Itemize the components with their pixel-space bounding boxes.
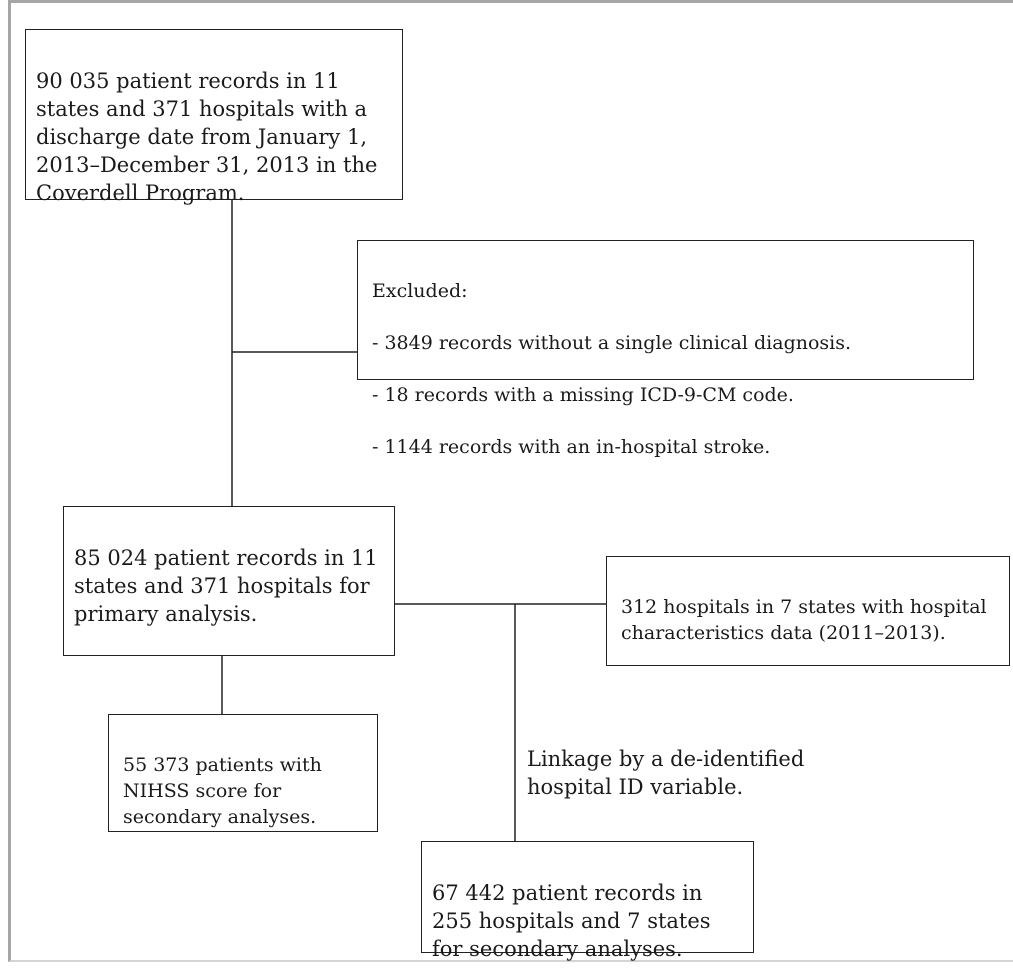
excluded-item: - 3849 records without a single clinical… (372, 332, 852, 354)
excluded-box: Excluded: - 3849 records without a singl… (357, 240, 974, 458)
excluded-title: Excluded: (372, 280, 468, 302)
initial-records-box: 90 035 patient records in 11 states and … (25, 29, 403, 205)
linkage-label: Linkage by a de-identified hospital ID v… (527, 747, 805, 799)
nihss-box: 55 373 patients with NIHSS score for sec… (108, 714, 378, 832)
hospital-characteristics-text: 312 hospitals in 7 states with hospital … (621, 596, 987, 644)
figure-frame (8, 0, 1013, 962)
excluded-item: - 18 records with a missing ICD-9-CM cod… (372, 384, 794, 406)
secondary-analysis-text: 67 442 patient records in 255 hospitals … (432, 881, 711, 961)
nihss-text: 55 373 patients with NIHSS score for sec… (123, 754, 322, 828)
hospital-characteristics-box: 312 hospitals in 7 states with hospital … (606, 556, 1010, 666)
initial-records-text: 90 035 patient records in 11 states and … (36, 69, 378, 205)
primary-analysis-box: 85 024 patient records in 11 states and … (63, 506, 395, 656)
secondary-analysis-box: 67 442 patient records in 255 hospitals … (421, 841, 754, 961)
primary-analysis-text: 85 024 patient records in 11 states and … (74, 546, 378, 626)
excluded-item: - 1144 records with an in-hospital strok… (372, 436, 771, 458)
